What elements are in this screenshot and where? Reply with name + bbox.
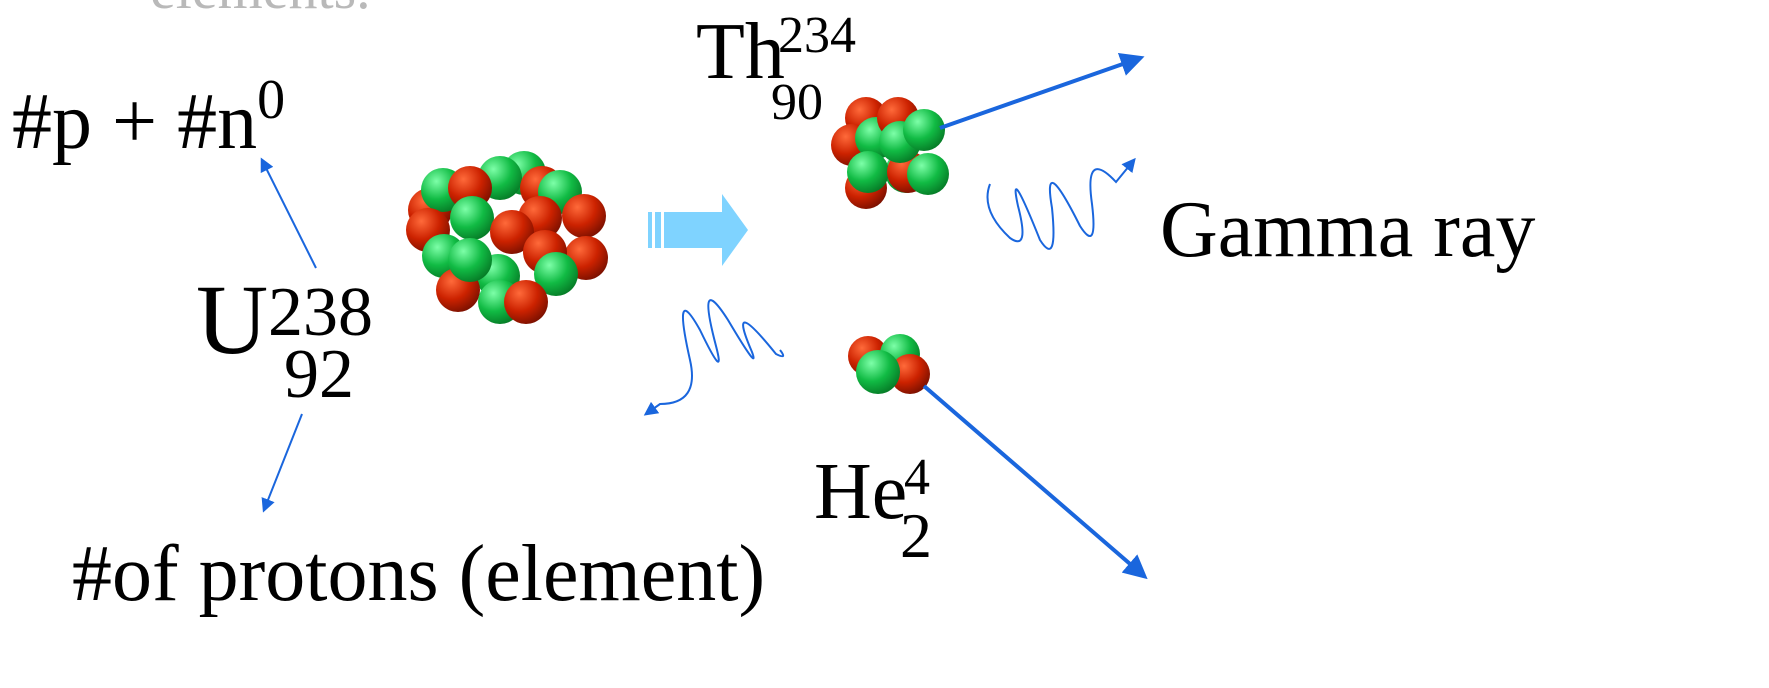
- helium-symbol: He: [814, 448, 908, 536]
- helium-mass-number: 4: [904, 449, 930, 506]
- arrow-to-mass-caption: [260, 157, 317, 269]
- uranium-mass-number: 238: [268, 274, 373, 351]
- thorium-atomic-number: 90: [771, 74, 823, 131]
- mass-number-caption-text: #p + #n: [12, 78, 258, 166]
- alpha-particle-arrow: [922, 384, 1148, 580]
- reaction-arrow-icon: [648, 194, 748, 266]
- proton-count-caption: #of protons (element): [72, 530, 766, 618]
- arrow-to-proton-caption: [261, 413, 303, 513]
- mass-number-caption: #p + #n0: [12, 72, 285, 162]
- helium-atomic-number: 2: [900, 500, 932, 571]
- gamma-wave-upper: [986, 157, 1136, 250]
- gamma-ray-label: Gamma ray: [1160, 186, 1536, 274]
- thorium-symbol: Th: [696, 8, 785, 96]
- thorium-nucleus-icon: [831, 97, 949, 209]
- clipped-heading-text: elements.: [150, 0, 371, 18]
- uranium-nucleus-icon: [406, 151, 608, 324]
- uranium-atomic-number: 92: [284, 336, 354, 413]
- thorium-mass-number: 234: [778, 7, 856, 64]
- helium-nucleus-icon: [848, 334, 930, 394]
- gamma-wave-lower: [643, 299, 785, 416]
- uranium-symbol: U: [196, 264, 269, 375]
- neutron-charge-superscript: 0: [257, 69, 286, 131]
- thorium-recoil-arrow: [939, 53, 1145, 130]
